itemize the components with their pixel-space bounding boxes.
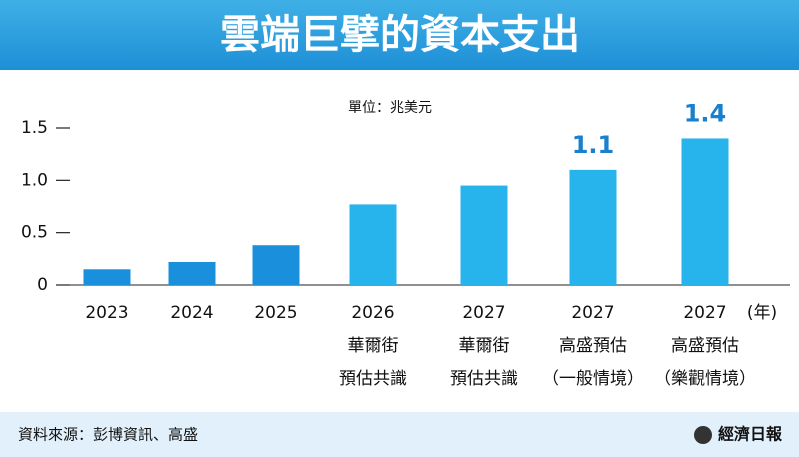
unit-label: 單位：兆美元: [348, 100, 432, 116]
x-axis-label: (年): [747, 303, 777, 323]
footer-band: [0, 412, 799, 457]
x-tick-label: 2027 華爾街預估共識: [450, 303, 518, 389]
publisher: 經濟日報: [718, 425, 783, 444]
x-tick-label: 2024: [170, 303, 213, 323]
y-tick-label: 0.5: [21, 223, 48, 243]
y-tick-label: 0: [37, 275, 48, 295]
x-tick-label: 2025: [254, 303, 297, 323]
x-tick-label: 2026 華爾街預估共識: [339, 303, 407, 389]
value-label: 1.1: [572, 131, 615, 159]
x-tick-label: 2027 高盛預估（樂觀情境）: [654, 303, 756, 389]
chart-title: 雲端巨擘的資本支出: [220, 12, 580, 58]
bar: [681, 138, 729, 285]
x-tick-label: 2023: [85, 303, 128, 323]
bar: [168, 261, 216, 285]
y-tick-label: 1.0: [21, 170, 48, 190]
y-tick-label: 1.5: [21, 118, 48, 138]
bar: [460, 185, 508, 285]
bar: [349, 204, 397, 285]
bar: [83, 269, 131, 285]
logo-icon: [694, 426, 712, 444]
source: 資料來源：彭博資訊、高盛: [18, 426, 198, 444]
title-banner: [0, 0, 799, 70]
bar: [252, 245, 300, 285]
bar: [569, 169, 617, 285]
x-tick-label: 2027 高盛預估（一般情境）: [542, 303, 644, 389]
value-label: 1.4: [684, 99, 727, 127]
